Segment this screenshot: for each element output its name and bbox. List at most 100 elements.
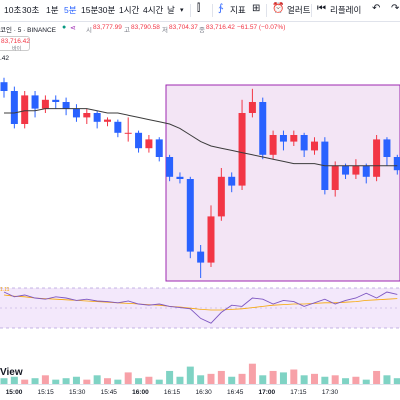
replay-button[interactable]: 리플레이 [330, 5, 362, 15]
tf-30m[interactable]: 30분 [98, 5, 116, 15]
high-label: 고 [124, 27, 130, 34]
candle-body [186, 179, 194, 252]
candle-body [228, 176, 236, 186]
tf-1m[interactable]: 1분 [46, 5, 59, 15]
tf-15m[interactable]: 15분 [81, 5, 99, 15]
oscillator-pane[interactable]: 1.11 [0, 282, 400, 358]
candle [186, 176, 194, 259]
toolbar-divider [266, 4, 267, 17]
share-icon[interactable]: ⋖ [70, 25, 76, 32]
candle-body [352, 165, 360, 175]
time-axis-label: 15:00 [5, 389, 23, 396]
alarm-icon[interactable]: ⏰ [272, 3, 285, 14]
tf-5m[interactable]: 5분 [64, 5, 77, 15]
candle [228, 172, 236, 193]
candlestick-chart[interactable] [0, 60, 400, 282]
volume-bar [331, 375, 339, 384]
open-value: 83,777.99 [93, 24, 122, 31]
selection-rectangle[interactable] [165, 84, 400, 282]
toolbar-divider [311, 4, 312, 17]
tf-10s[interactable]: 10초 [4, 5, 22, 15]
candle-body [269, 135, 277, 155]
symbol-name[interactable]: 코인 · 5 · BINANCE [0, 27, 57, 34]
time-axis-label: 15:30 [69, 389, 86, 396]
volume-bar [321, 376, 329, 384]
indicator-icon[interactable]: ∱ [218, 3, 224, 14]
time-axis-label: 17:00 [258, 389, 276, 396]
candle-body [10, 91, 18, 124]
undo-icon[interactable]: ↶ [372, 3, 381, 14]
candle-body [238, 113, 246, 186]
candle [52, 95, 60, 109]
candle [259, 97, 267, 160]
candle [72, 104, 80, 122]
candle-body [62, 102, 70, 109]
candle [145, 135, 153, 153]
candle-body [373, 139, 381, 177]
indicators-button[interactable]: 지표 [230, 5, 246, 15]
close-label: 종 [199, 27, 205, 34]
high-value: 83,790.58 [131, 24, 160, 31]
candle [166, 154, 174, 182]
candle [31, 91, 39, 118]
volume-bar [114, 379, 122, 384]
volume-bar [279, 372, 287, 384]
candle-body [21, 95, 29, 124]
alerts-button[interactable]: 얼러트 [287, 5, 311, 15]
chevron-down-icon[interactable]: ▾ [180, 7, 184, 14]
candle-body [72, 108, 80, 118]
time-axis-label: 17:30 [321, 389, 339, 396]
candle [352, 159, 360, 179]
volume-bar [383, 375, 391, 384]
candle-body [197, 251, 205, 263]
time-axis-label: 17:15 [290, 389, 307, 396]
candle-body [41, 99, 49, 109]
candle-body [104, 119, 111, 122]
candle [41, 95, 49, 113]
volume-bar [62, 378, 70, 384]
candle-body [114, 121, 122, 133]
time-axis-label: 15:45 [100, 389, 117, 396]
buy-price-tag[interactable]: 83,716.42 바이 [0, 36, 30, 52]
time-axis[interactable]: 15:00 15:15 15:30 15:45 16:00 16:15 16:30 16:45… [0, 384, 400, 400]
time-axis-label: 16:00 [132, 389, 149, 396]
candle-body [155, 139, 163, 157]
volume-bar [21, 379, 29, 384]
volume-bar [269, 370, 277, 384]
low-label: 저 [162, 27, 168, 34]
chart-toolbar: 10초 30초 1분 5분 15분 30분 1시간 4시간 날 ▾ ⫿ ∱ 지표… [0, 0, 400, 22]
volume-bar [342, 378, 350, 384]
time-axis-label: 16:15 [163, 389, 181, 396]
candle-body [145, 139, 153, 149]
candle [373, 135, 381, 182]
volume-bar [166, 370, 174, 384]
low-value: 83,704.37 [169, 24, 198, 31]
tf-30s[interactable]: 30초 [22, 5, 40, 15]
price-tag-value: 83,716.42 [1, 38, 30, 45]
candle-body [207, 216, 215, 263]
candle-body [248, 102, 256, 113]
candle [238, 99, 246, 190]
replay-icon[interactable]: ⏮ [317, 3, 326, 14]
volume-bar [31, 378, 39, 384]
candle [124, 117, 132, 142]
toolbar-divider [190, 4, 191, 17]
redo-icon[interactable]: ↷ [391, 3, 400, 14]
volume-bar [145, 376, 153, 384]
candle-body [290, 135, 298, 142]
candle-body [279, 135, 287, 142]
tf-4h[interactable]: 4시간 [143, 5, 164, 15]
layout-icon[interactable]: ⊞ [252, 3, 261, 14]
candle [383, 137, 391, 166]
toolbar-divider [212, 4, 213, 17]
candle [279, 130, 287, 151]
bar-style-icon[interactable]: ⫿ [197, 3, 201, 14]
change-value: −61.57 (−0.07%) [237, 24, 286, 31]
tf-day[interactable]: 날 [167, 5, 175, 15]
volume-bar [72, 376, 80, 384]
volume-bar [290, 369, 298, 384]
volume-bar [362, 379, 370, 384]
tf-1h[interactable]: 1시간 [119, 5, 140, 15]
oscillator-line [3, 291, 398, 324]
volume-bar [93, 375, 101, 384]
